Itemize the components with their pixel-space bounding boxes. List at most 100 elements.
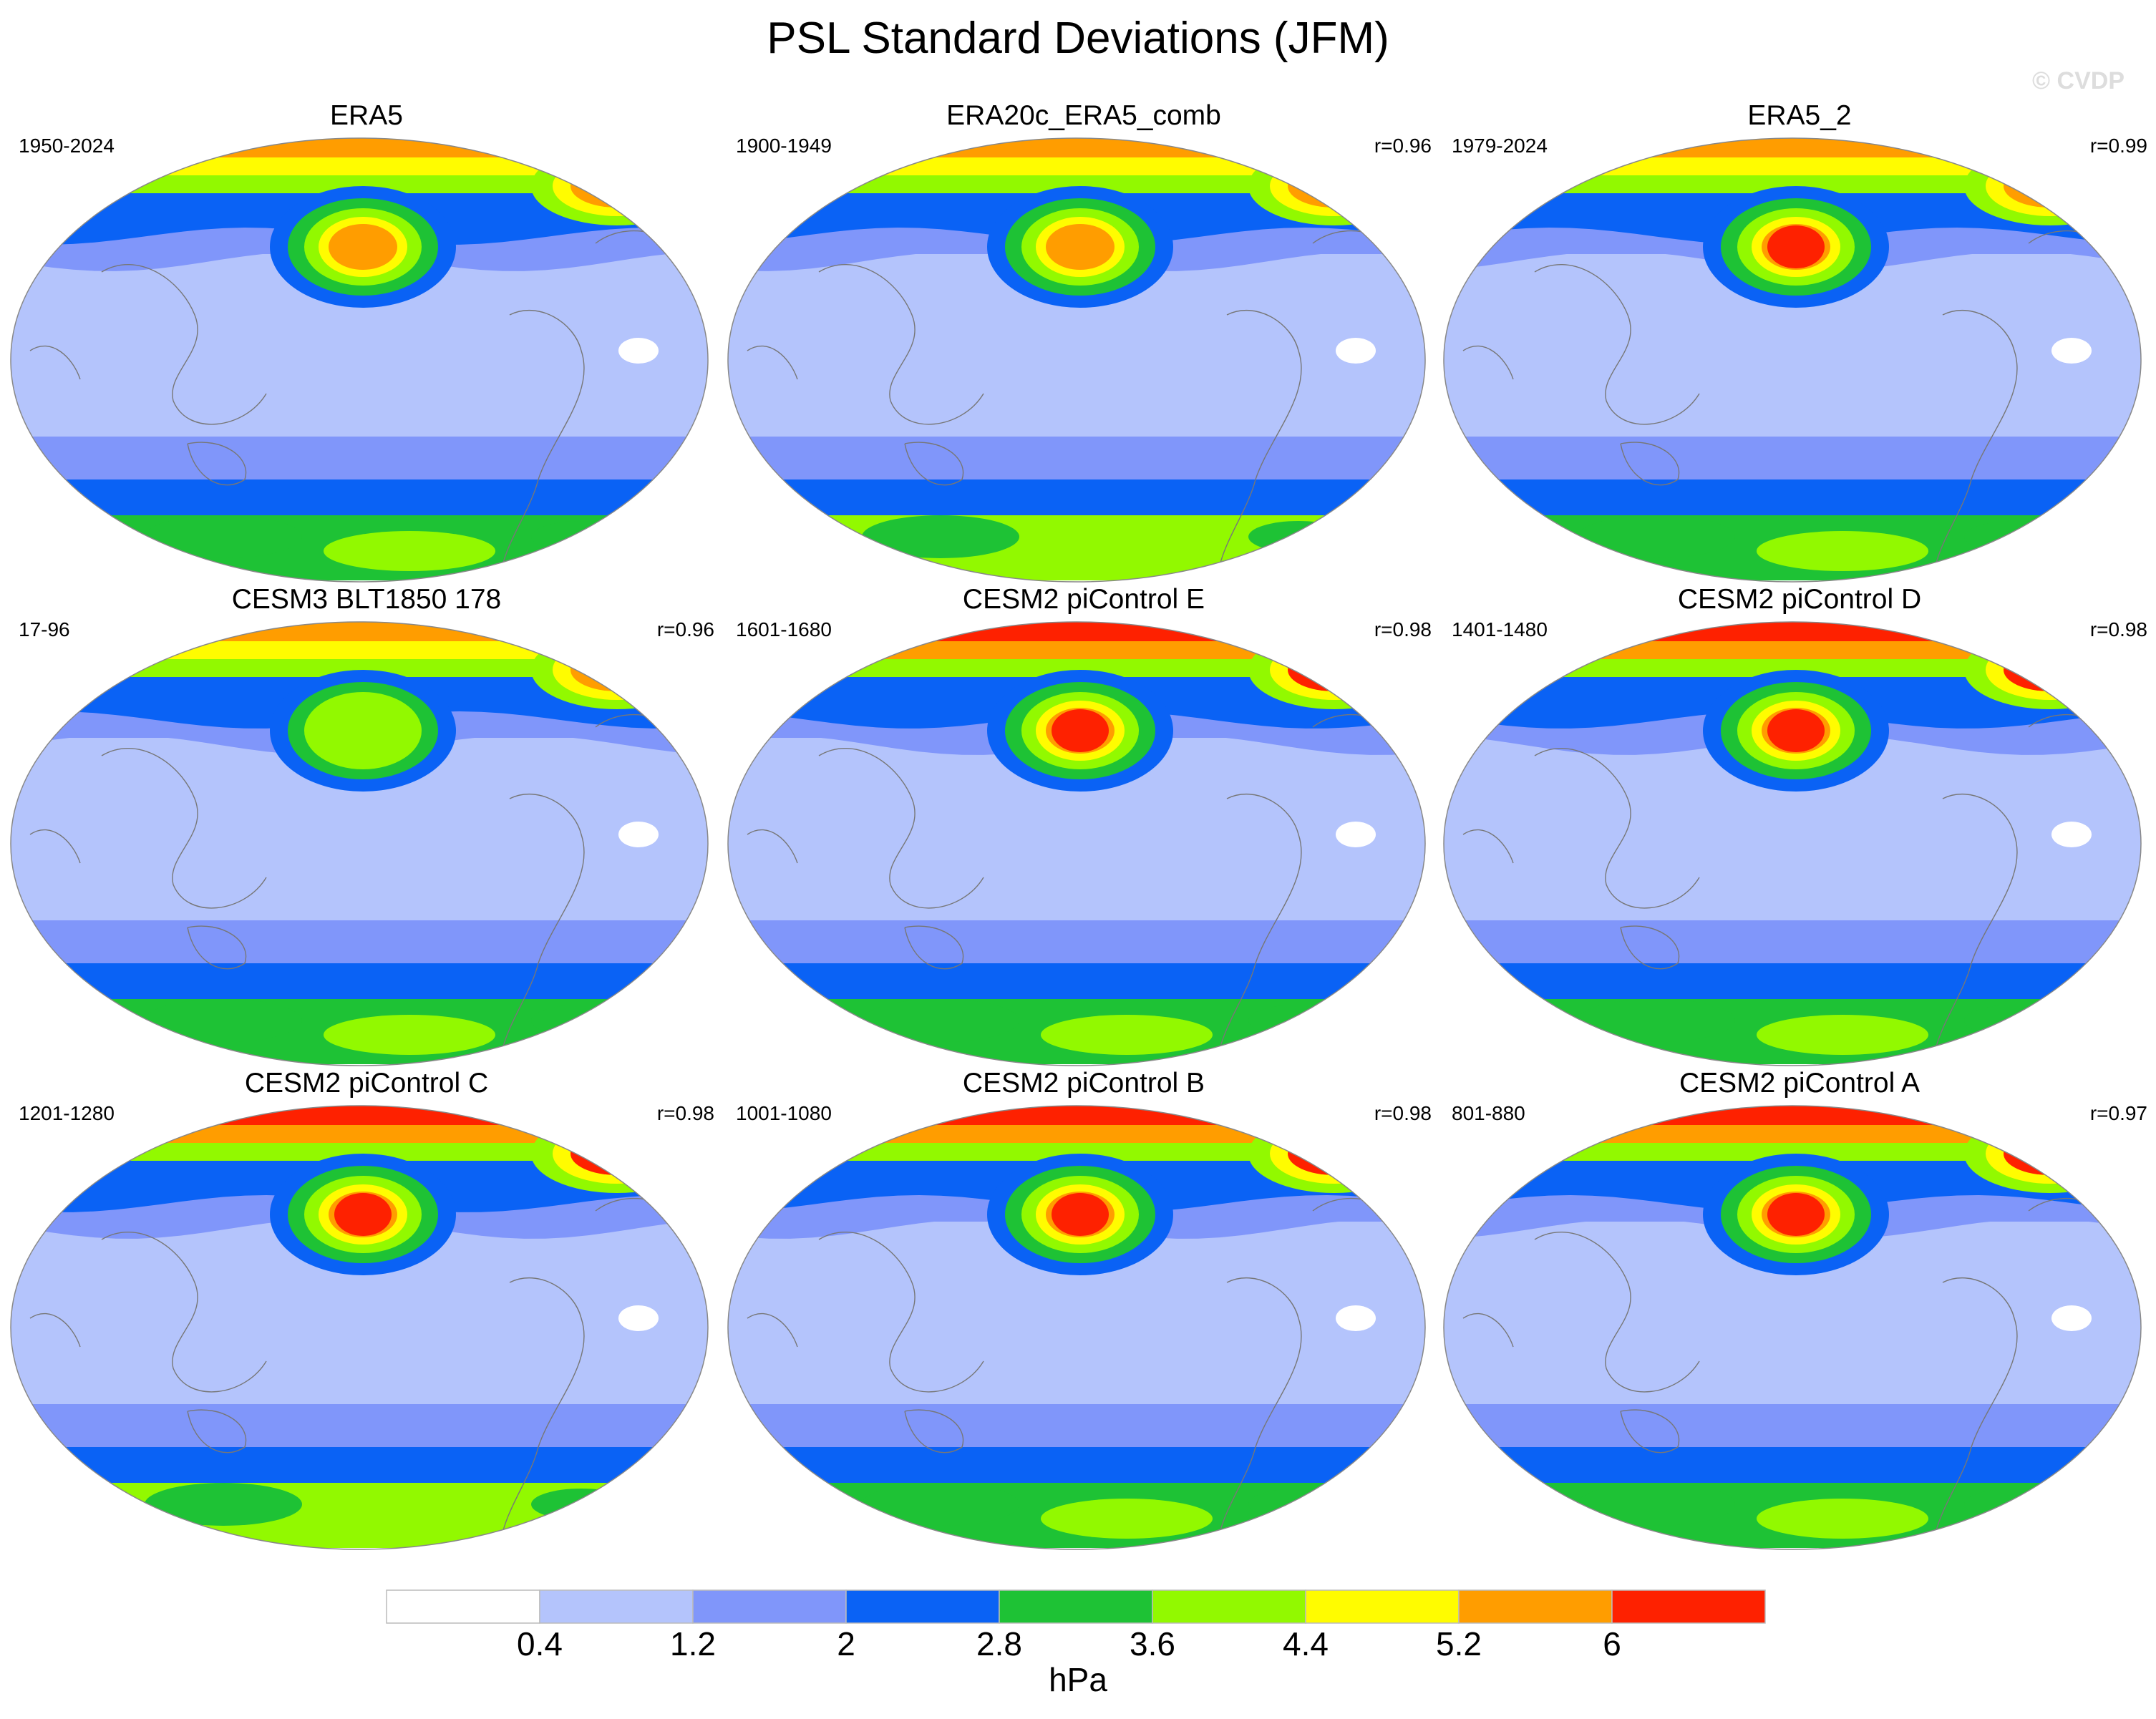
map-panel: CESM3 BLT1850 178 17-96 r=0.96 [9,584,724,1066]
contour-band [11,479,708,516]
low-variance-patch [1336,1305,1376,1331]
contour-band [1444,437,2141,480]
contour-band [728,1125,1425,1144]
panel-period: 1201-1280 [19,1102,115,1124]
colorbar-box [845,1589,1000,1624]
panel-period: 1401-1480 [1452,618,1548,641]
contour-band [728,1106,1425,1126]
colorbar-box [999,1589,1153,1624]
cvdp-watermark: © CVDP [2032,67,2125,94]
panel-map [727,621,1426,1066]
southern-ocean-contour [1578,515,1735,558]
north-atlantic-contour [570,648,664,691]
panel-correlation: r=0.96 [656,618,714,641]
panel-title: CESM3 BLT1850 178 [231,584,502,615]
contour-band [728,641,1425,660]
contour-band [728,437,1425,480]
panel-period: 1601-1680 [736,618,832,641]
low-variance-patch [618,822,659,847]
panel-title: CESM2 piControl C [244,1068,489,1099]
panel-period: 1979-2024 [1452,135,1548,157]
north-pacific-contour [1767,1193,1825,1236]
north-pacific-contour [329,224,397,270]
north-atlantic-contour [1288,165,1381,208]
north-pacific-contour [334,1193,392,1236]
map-border [10,621,709,1066]
panel-map [10,621,709,1066]
colorbar-box [539,1589,694,1624]
contour-field [11,622,708,1064]
colorbar-tick-label: 3.6 [1130,1625,1175,1662]
contour-band [11,622,708,642]
southern-ocean-contour [862,515,1019,558]
contour-band [728,920,1425,964]
southern-ocean-contour [145,515,302,558]
low-variance-patch [1336,338,1376,364]
panel-title: CESM2 piControl D [1677,584,1922,615]
contour-band [728,622,1425,642]
north-atlantic-contour [1288,1132,1381,1175]
colorbar-box [1611,1589,1766,1624]
panel-title: ERA20c_ERA5_comb [946,100,1221,131]
low-variance-patch [2051,338,2092,364]
colorbar-tick-label: 6 [1603,1625,1621,1662]
panel-period: 801-880 [1452,1102,1525,1124]
colorbar-box [386,1589,540,1624]
contour-band [11,641,708,660]
panel-title: ERA5_2 [1747,100,1852,131]
contour-band [1444,479,2141,516]
low-variance-patch [618,338,659,364]
southern-ocean-contour [324,531,495,571]
contour-band [1444,157,2141,176]
contour-band [1444,1404,2141,1448]
contour-band [728,1447,1425,1484]
contour-band [1444,920,2141,964]
southern-ocean-contour [1041,1499,1213,1539]
panel-period: 17-96 [19,618,70,641]
colorbar-box [692,1589,847,1624]
panel-title: CESM2 piControl B [962,1068,1205,1099]
southern-ocean-contour [862,999,1019,1042]
map-panel: ERA5_2 1979-2024 r=0.99 [1442,100,2156,583]
north-atlantic-contour [1288,648,1381,691]
panel-correlation: r=0.98 [656,1102,714,1124]
low-variance-patch [1336,822,1376,847]
colorbar-tick-label: 4.4 [1283,1625,1329,1662]
southern-ocean-contour [862,1483,1019,1526]
contour-band [11,437,708,480]
southern-ocean-contour [145,999,302,1042]
colorbar-tick-label: 5.2 [1436,1625,1482,1662]
map-panel: CESM2 piControl E 1601-1680 r=0.98 [726,584,1442,1066]
panel-correlation: r=0.96 [1374,135,1432,157]
contour-field [1444,1106,2141,1548]
contour-band [728,138,1425,158]
contour-band [11,1404,708,1448]
colorbar-tick-label: 2.8 [976,1625,1022,1662]
colorbar-tick-label: 1.2 [670,1625,716,1662]
panel-map [727,137,1426,583]
contour-band [1444,1106,2141,1126]
panel-title: ERA5 [330,100,403,131]
low-variance-patch [618,1305,659,1331]
contour-band [728,1404,1425,1448]
colorbar-box [1152,1589,1306,1624]
contour-band [1444,641,2141,660]
map-border [1443,1105,2142,1550]
southern-ocean-contour [1757,531,1928,571]
contour-band [11,1125,708,1144]
north-atlantic-contour [2004,1132,2097,1175]
panel-map [727,1105,1426,1550]
map-panel: ERA20c_ERA5_comb 1900-1949 r=0.96 [726,100,1442,583]
contour-band [11,920,708,964]
chart-title: PSL Standard Deviations (JFM) [767,14,1389,63]
colorbar-tick-label: 2 [837,1625,855,1662]
colorbar-units: hPa [1049,1661,1107,1698]
colorbar-box [1458,1589,1613,1624]
contour-band [1444,963,2141,1000]
map-panel: CESM2 piControl B 1001-1080 r=0.98 [726,1068,1442,1550]
southern-ocean-contour [1041,1015,1213,1055]
southern-ocean-contour [1041,531,1213,571]
map-panel: CESM2 piControl D 1401-1480 r=0.98 [1442,584,2156,1066]
panel-map [10,137,709,583]
panel-correlation: r=0.99 [2089,135,2147,157]
